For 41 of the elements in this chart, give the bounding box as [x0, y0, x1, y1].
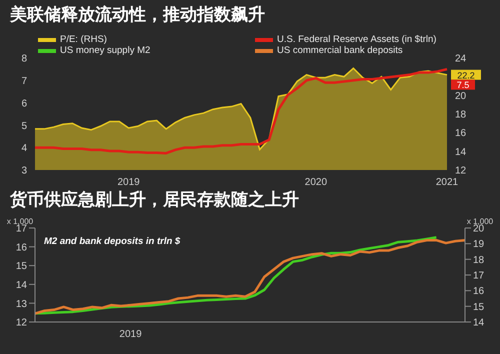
annotation: M2 and bank deposits in trln $ — [44, 236, 180, 247]
y-tick-label: 6 — [21, 98, 28, 110]
y2-tick-label: 16 — [455, 128, 467, 140]
y2-tick-label: 17 — [473, 270, 485, 282]
y-tick-label: 12 — [16, 318, 28, 329]
y2-tick-label: 14 — [473, 318, 485, 329]
legend-label: U.S. Federal Reserve Assets (in $trln) — [276, 34, 438, 45]
chart-title: 货币供应急剧上升，居民存款随之上升 — [9, 189, 300, 212]
y2-tick-label: 24 — [455, 54, 467, 65]
data-label: 22.2 — [457, 70, 475, 80]
y-tick-label: 16 — [16, 242, 28, 254]
x-tick-label: 2019 — [119, 329, 142, 340]
y-tick-label: 8 — [21, 54, 28, 65]
y-tick-label: 14 — [16, 280, 28, 291]
text: US commercial bank deposits — [277, 45, 403, 56]
y2-tick-label: 15 — [473, 302, 485, 313]
y2-tick-label: 18 — [473, 254, 485, 266]
y-tick-label: 7 — [21, 76, 28, 87]
y2-tick-label: 14 — [455, 146, 467, 158]
text: US money supply M2 — [60, 45, 150, 56]
y2-tick-label: 20 — [455, 90, 467, 102]
y2-tick-label: 16 — [473, 286, 485, 298]
y-tick-label: 4 — [21, 143, 28, 154]
x-tick-label: 2020 — [304, 177, 328, 188]
y2-tick-label: 12 — [455, 166, 467, 177]
y2-tick-label: 19 — [473, 239, 485, 250]
y-tick-label: 17 — [16, 224, 28, 235]
data-label: 7.5 — [456, 80, 470, 90]
y-tick-label: 5 — [21, 120, 28, 132]
x-tick-label: 2021 — [436, 177, 459, 188]
y-tick-label: 15 — [16, 261, 28, 272]
y-axis-title: x 1,000 — [6, 217, 34, 226]
y-tick-label: 13 — [16, 298, 28, 310]
chart-title: 美联储释放流动性，推动指数飙升 — [8, 4, 266, 27]
y2-tick-label: 20 — [473, 224, 485, 235]
y-tick-label: 3 — [21, 166, 28, 177]
legend-label: P/E: (RHS) — [59, 34, 108, 45]
line-series — [34, 68, 448, 154]
x-tick-label: 2019 — [118, 177, 140, 188]
y2-axis-title: x 1,000 — [466, 217, 494, 226]
y2-tick-label: 18 — [455, 110, 467, 121]
